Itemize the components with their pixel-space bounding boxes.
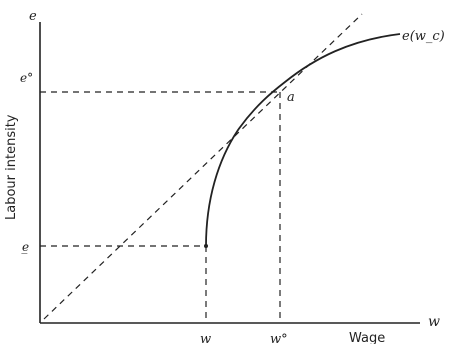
y-axis-symbol: e bbox=[29, 9, 37, 24]
x-axis-label: Wage bbox=[349, 331, 385, 344]
e-min-label: e̲ bbox=[21, 240, 29, 254]
diagonal-ray-line bbox=[44, 14, 362, 319]
w-star-label: w° bbox=[270, 332, 288, 344]
w-label: w bbox=[200, 332, 211, 344]
curve-label: e(w_c) bbox=[402, 29, 445, 44]
curve-start-point bbox=[204, 244, 208, 248]
effort-curve bbox=[206, 34, 400, 246]
y-axis-label: Labour intensity bbox=[4, 114, 19, 220]
e-star-label: e° bbox=[20, 71, 33, 85]
x-axis-symbol: w bbox=[428, 314, 440, 330]
point-a-label: a bbox=[287, 90, 295, 105]
